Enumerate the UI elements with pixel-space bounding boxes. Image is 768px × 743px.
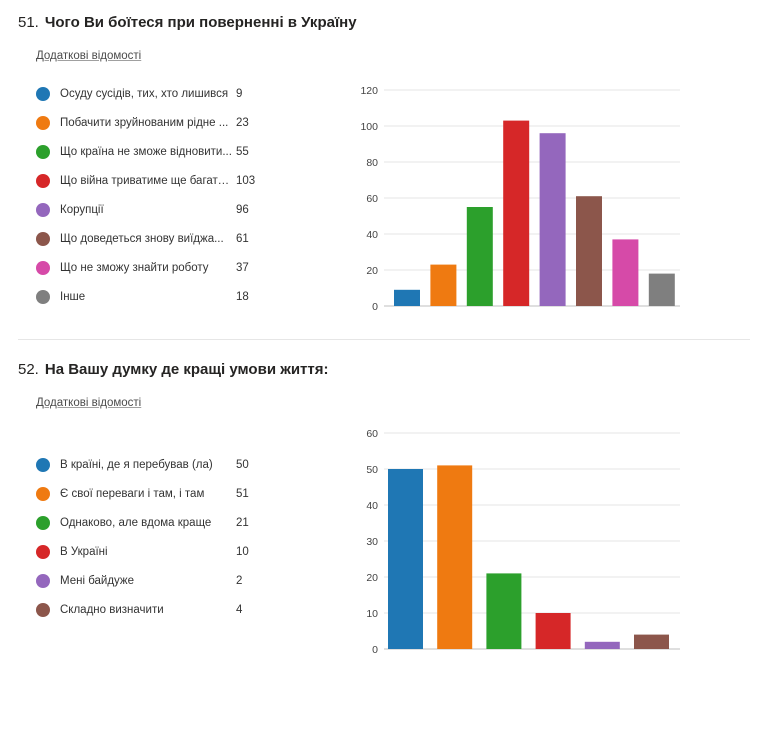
legend-label: В країні, де я перебував (ла) bbox=[60, 459, 213, 471]
legend-label: Побачити зруйнованим рідне ... bbox=[60, 117, 229, 129]
y-tick-label: 120 bbox=[360, 85, 378, 97]
bar[interactable] bbox=[648, 273, 675, 306]
legend-count: 2 bbox=[236, 575, 243, 587]
legend-count: 103 bbox=[236, 175, 256, 187]
legend-color-dot bbox=[36, 145, 50, 159]
question-title: 51. Чого Ви боїтеся при поверненні в Укра… bbox=[18, 14, 357, 31]
legend-label: Корупції bbox=[60, 204, 104, 216]
legend-label: Є свої переваги і там, і там bbox=[60, 488, 205, 500]
legend-count: 10 bbox=[236, 546, 249, 558]
bar[interactable] bbox=[503, 120, 530, 306]
legend-count: 9 bbox=[236, 88, 243, 100]
bar[interactable] bbox=[612, 239, 639, 306]
y-tick-label: 40 bbox=[366, 500, 378, 512]
y-tick-label: 40 bbox=[366, 229, 378, 241]
question-52-section: 52. На Вашу думку де кращі умови життя: Д… bbox=[0, 345, 768, 668]
legend-count: 61 bbox=[236, 233, 249, 245]
y-tick-label: 30 bbox=[366, 536, 378, 548]
legend-count: 96 bbox=[236, 204, 249, 216]
question-title: 52. На Вашу думку де кращі умови життя: bbox=[18, 361, 329, 378]
bar[interactable] bbox=[394, 289, 420, 306]
legend-count: 37 bbox=[236, 262, 249, 274]
legend-color-dot bbox=[36, 232, 50, 246]
legend-color-dot bbox=[36, 174, 50, 188]
y-tick-label: 50 bbox=[366, 464, 378, 476]
question-text: На Вашу думку де кращі умови життя: bbox=[44, 361, 329, 378]
question-number: 51. bbox=[18, 14, 39, 31]
legend-count: 51 bbox=[236, 488, 249, 500]
legend-color-dot bbox=[36, 545, 50, 559]
y-tick-label: 100 bbox=[360, 121, 378, 133]
more-details-link[interactable]: Додаткові відомості bbox=[36, 397, 142, 409]
legend-count: 4 bbox=[236, 604, 243, 616]
bar[interactable] bbox=[576, 196, 602, 306]
question-51-section: 51. Чого Ви боїтеся при поверненні в Укра… bbox=[0, 0, 768, 338]
legend-label: Що війна триватиме ще багато... bbox=[60, 175, 232, 187]
bar-chart: 0 20 40 60 80 100 120 bbox=[360, 85, 680, 312]
legend-item: Що доведеться знову виїджа... 61 bbox=[36, 231, 266, 247]
y-tick-label: 60 bbox=[366, 193, 378, 205]
legend-label: Що не зможу знайти роботу bbox=[60, 262, 209, 274]
bar[interactable] bbox=[388, 469, 423, 649]
bar[interactable] bbox=[535, 613, 571, 649]
bar-chart: 0 10 20 30 40 50 60 bbox=[366, 428, 680, 656]
legend-item: Що країна не зможе відновити... 55 bbox=[36, 144, 266, 160]
legend-color-dot bbox=[36, 516, 50, 530]
legend-count: 50 bbox=[236, 459, 249, 471]
legend-color-dot bbox=[36, 290, 50, 304]
legend-color-dot bbox=[36, 603, 50, 617]
legend-item: Осуду сусідів, тих, хто лишився 9 bbox=[36, 86, 266, 102]
section-divider bbox=[18, 339, 750, 340]
legend-color-dot bbox=[36, 87, 50, 101]
legend-label: Осуду сусідів, тих, хто лишився bbox=[60, 88, 229, 100]
legend-label: Що країна не зможе відновити... bbox=[60, 146, 232, 158]
y-tick-label: 60 bbox=[366, 428, 378, 440]
legend-label: Складно визначити bbox=[60, 604, 164, 616]
legend-count: 55 bbox=[236, 146, 249, 158]
bar[interactable] bbox=[486, 573, 522, 649]
legend-item: Складно визначити 4 bbox=[36, 602, 266, 618]
legend-item: В Україні 10 bbox=[36, 544, 266, 560]
y-tick-label: 0 bbox=[372, 644, 378, 656]
legend-color-dot bbox=[36, 203, 50, 217]
legend-item: Інше 18 bbox=[36, 289, 266, 305]
legend-label: Мені байдуже bbox=[60, 575, 135, 587]
legend-item: В країні, де я перебував (ла) 50 bbox=[36, 457, 266, 473]
legend-item: Що не зможу знайти роботу 37 bbox=[36, 260, 266, 276]
legend-label: Інше bbox=[60, 291, 86, 303]
y-tick-label: 80 bbox=[366, 157, 378, 169]
bar[interactable] bbox=[634, 634, 669, 649]
bar[interactable] bbox=[430, 264, 457, 306]
y-tick-label: 0 bbox=[372, 301, 378, 312]
legend-item: Мені байдуже 2 bbox=[36, 573, 266, 589]
legend-label: Однаково, але вдома краще bbox=[60, 517, 212, 529]
legend-label: В Україні bbox=[60, 546, 108, 558]
legend-count: 23 bbox=[236, 117, 249, 129]
y-tick-label: 20 bbox=[366, 265, 378, 277]
legend-color-dot bbox=[36, 487, 50, 501]
legend-color-dot bbox=[36, 116, 50, 130]
legend-color-dot bbox=[36, 458, 50, 472]
bar[interactable] bbox=[466, 207, 493, 306]
legend-color-dot bbox=[36, 261, 50, 275]
legend-item: Що війна триватиме ще багато... 103 bbox=[36, 173, 266, 189]
bar[interactable] bbox=[584, 641, 620, 649]
legend-label: Що доведеться знову виїджа... bbox=[60, 233, 224, 245]
y-tick-label: 10 bbox=[366, 608, 378, 620]
question-number: 52. bbox=[18, 361, 39, 378]
question-text: Чого Ви боїтеся при поверненні в Україну bbox=[44, 14, 357, 31]
bar[interactable] bbox=[437, 465, 473, 649]
bar[interactable] bbox=[539, 133, 566, 306]
legend-item: Побачити зруйнованим рідне ... 23 bbox=[36, 115, 266, 131]
more-details-link[interactable]: Додаткові відомості bbox=[36, 50, 142, 62]
legend-item: Однаково, але вдома краще 21 bbox=[36, 515, 266, 531]
legend-item: Є свої переваги і там, і там 51 bbox=[36, 486, 266, 502]
legend-count: 18 bbox=[236, 291, 249, 303]
y-tick-label: 20 bbox=[366, 572, 378, 584]
legend-count: 21 bbox=[236, 517, 249, 529]
legend-item: Корупції 96 bbox=[36, 202, 266, 218]
legend-color-dot bbox=[36, 574, 50, 588]
